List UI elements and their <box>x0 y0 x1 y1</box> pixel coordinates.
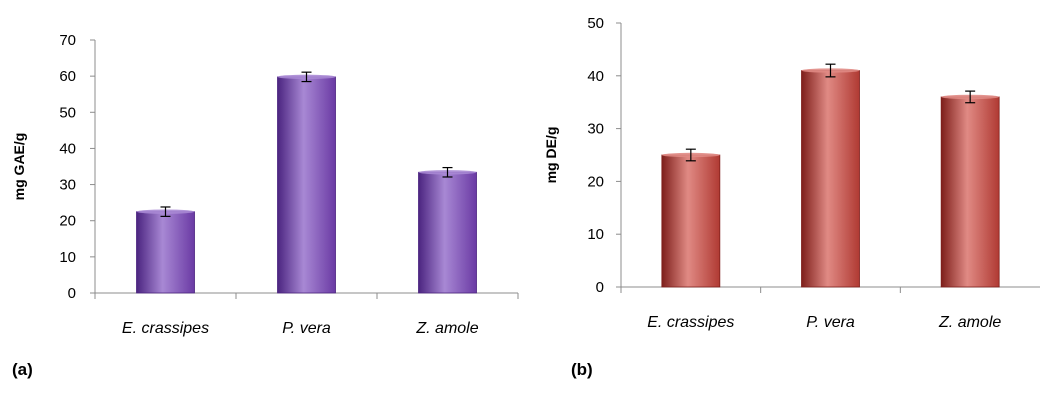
x-category-label: Z. amole <box>415 320 478 337</box>
y-tick-label: 10 <box>587 226 604 243</box>
bar <box>136 211 195 294</box>
y-tick-label: 30 <box>59 177 76 194</box>
y-tick-label: 0 <box>596 279 604 296</box>
y-tick-label: 10 <box>59 249 76 266</box>
y-tick-label: 20 <box>587 173 604 190</box>
y-tick-label: 30 <box>587 121 604 138</box>
x-category-label: Z. amole <box>938 314 1001 331</box>
bar <box>801 70 860 288</box>
y-axis-label: mg GAE/g <box>11 133 27 201</box>
y-tick-label: 0 <box>68 285 76 302</box>
y-tick-label: 50 <box>59 104 76 121</box>
y-axis-label: mg DE/g <box>543 127 559 184</box>
bar <box>940 96 1000 288</box>
y-tick-label: 50 <box>587 15 604 32</box>
x-category-label: E. crassipes <box>647 314 734 331</box>
panel-label-a: (a) <box>12 360 33 379</box>
y-tick-label: 20 <box>59 213 76 230</box>
y-tick-label: 60 <box>59 68 76 85</box>
bar <box>661 154 721 288</box>
x-category-label: P. vera <box>282 320 331 337</box>
panel-label-b: (b) <box>571 360 593 379</box>
y-tick-label: 40 <box>587 68 604 85</box>
bar <box>418 171 477 294</box>
y-tick-label: 40 <box>59 140 76 157</box>
y-tick-label: 70 <box>59 32 76 49</box>
chart-a: 0 10 20 30 40 50 60 70 mg GAE/g E. crassipes P. ve… <box>11 32 519 337</box>
chart-b: 0 10 20 30 40 50 mg DE/g E. crassipes P. vera Z. … <box>543 15 1040 331</box>
x-category-label: P. vera <box>806 314 855 331</box>
bar <box>277 76 336 294</box>
x-category-label: E. crassipes <box>122 320 209 337</box>
